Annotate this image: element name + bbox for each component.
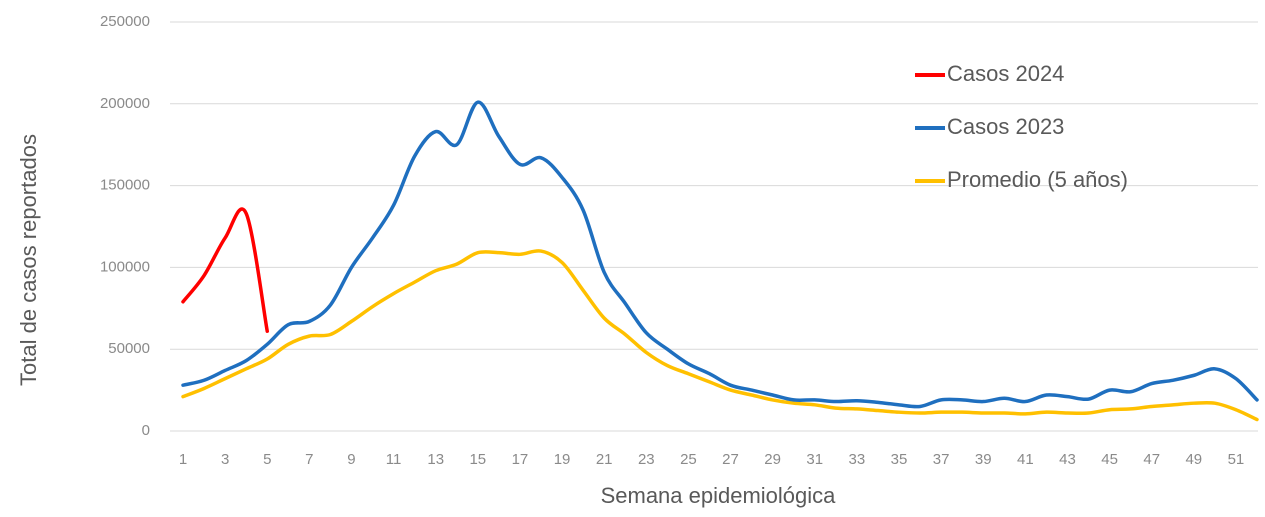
x-tick-label: 3 (221, 451, 229, 468)
x-tick-label: 47 (1143, 451, 1160, 468)
x-tick-label: 43 (1059, 451, 1076, 468)
y-axis-title: Total de casos reportados (16, 134, 41, 386)
x-tick-label: 29 (764, 451, 781, 468)
x-tick-label: 33 (849, 451, 866, 468)
x-tick-label: 51 (1228, 451, 1245, 468)
x-tick-label: 1 (179, 451, 187, 468)
x-tick-label: 23 (638, 451, 655, 468)
x-tick-label: 45 (1101, 451, 1118, 468)
x-tick-label: 39 (975, 451, 992, 468)
x-tick-label: 17 (512, 451, 529, 468)
data-line (181, 207, 269, 333)
x-tick-label: 21 (596, 451, 613, 468)
x-tick-label: 7 (305, 451, 313, 468)
x-tick-label: 19 (554, 451, 571, 468)
legend-label: Casos 2024 (947, 61, 1064, 86)
x-tick-label: 35 (891, 451, 908, 468)
y-tick-label: 250000 (100, 13, 150, 30)
y-tick-label: 150000 (100, 177, 150, 194)
x-tick-label: 5 (263, 451, 271, 468)
x-tick-label: 31 (806, 451, 823, 468)
x-tick-label: 41 (1017, 451, 1034, 468)
y-tick-label: 200000 (100, 95, 150, 112)
legend-label: Casos 2023 (947, 114, 1064, 139)
x-tick-label: 49 (1185, 451, 1202, 468)
y-tick-label: 0 (142, 422, 150, 439)
data-line (181, 249, 1259, 422)
x-tick-label: 37 (933, 451, 950, 468)
x-tick-label: 27 (722, 451, 739, 468)
x-axis-title: Semana epidemiológica (601, 483, 837, 508)
y-tick-label: 50000 (108, 340, 150, 357)
x-tick-label: 25 (680, 451, 697, 468)
x-tick-label: 15 (469, 451, 486, 468)
data-line (181, 100, 1259, 409)
y-tick-label: 100000 (100, 258, 150, 275)
x-tick-label: 9 (347, 451, 355, 468)
x-tick-label: 13 (427, 451, 444, 468)
legend-label: Promedio (5 años) (947, 167, 1128, 192)
x-tick-label: 11 (386, 451, 402, 468)
